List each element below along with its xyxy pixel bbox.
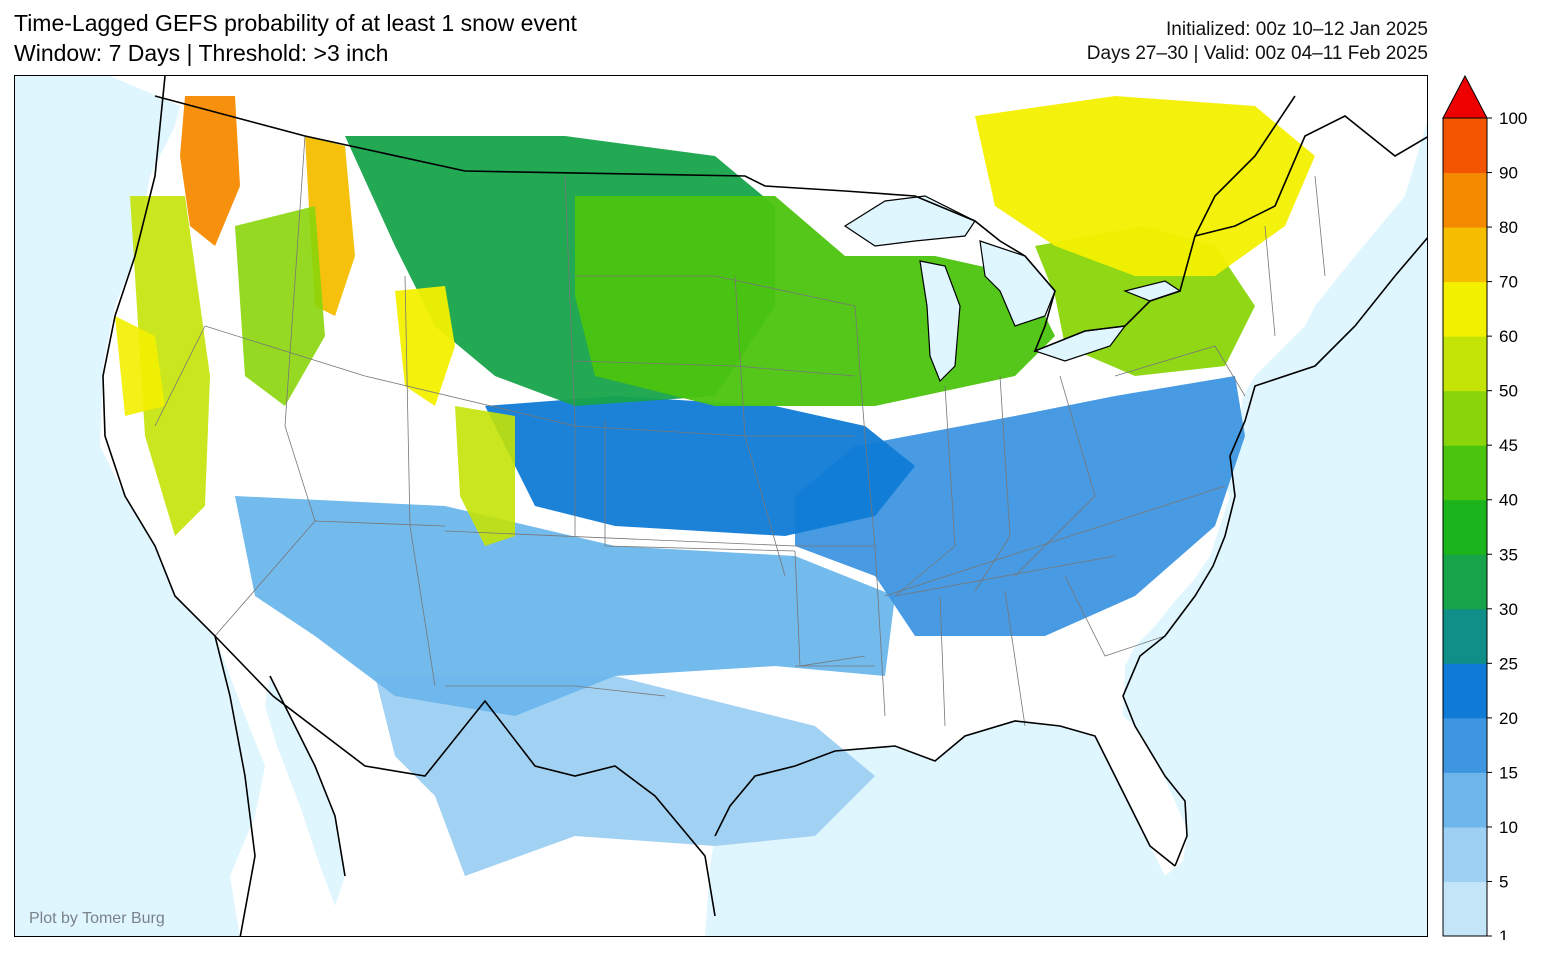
colorbar-tick-label: 70 bbox=[1499, 273, 1518, 292]
probability-streak bbox=[130, 196, 210, 536]
colorbar-tick-label: 45 bbox=[1499, 436, 1518, 455]
title-line-1: Time-Lagged GEFS probability of at least… bbox=[14, 10, 577, 36]
probability-region bbox=[795, 376, 1245, 636]
colorbar-segment bbox=[1443, 881, 1487, 937]
colorbar-tick-label: 20 bbox=[1499, 709, 1518, 728]
colorbar-segment bbox=[1443, 663, 1487, 719]
colorbar-extend-triangle bbox=[1442, 74, 1488, 119]
colorbar-segment bbox=[1443, 390, 1487, 446]
colorbar-segment bbox=[1443, 118, 1487, 174]
colorbar-tick-label: 100 bbox=[1499, 109, 1527, 128]
probability-streak bbox=[235, 206, 325, 406]
colorbar-tick-label: 50 bbox=[1499, 382, 1518, 401]
colorbar-segment bbox=[1443, 336, 1487, 392]
lake-superior bbox=[843, 195, 976, 247]
map-canvas bbox=[100, 76, 1427, 936]
probability-region bbox=[375, 676, 875, 876]
probability-region bbox=[975, 96, 1315, 276]
probability-region bbox=[180, 96, 240, 246]
colorbar-tick-label: 35 bbox=[1499, 545, 1518, 564]
colorbar-segment bbox=[1443, 499, 1487, 555]
probability-streak bbox=[115, 316, 165, 416]
probability-region bbox=[395, 286, 455, 406]
probability-region bbox=[235, 496, 895, 716]
valid-text: Days 27–30 | Valid: 00z 04–11 Feb 2025 bbox=[1086, 43, 1428, 64]
snow-probability-map: Plot by Tomer Burg bbox=[14, 75, 1428, 937]
colorbar-tick-label: 30 bbox=[1499, 600, 1518, 619]
colorbar-tick-label: 60 bbox=[1499, 327, 1518, 346]
country-borders bbox=[102, 76, 1427, 936]
baja-east-coast bbox=[269, 675, 346, 877]
colorbar-tick-label: 10 bbox=[1499, 818, 1518, 837]
canada-border bbox=[154, 95, 1296, 353]
atlantic-coast bbox=[1122, 237, 1427, 867]
colorbar-segment bbox=[1443, 772, 1487, 828]
colorbar-segment bbox=[1443, 172, 1487, 228]
maine-border bbox=[1194, 115, 1427, 237]
colorbar-frame bbox=[1442, 117, 1488, 937]
probability-shading bbox=[115, 96, 1315, 876]
colorbar-tick-label: 90 bbox=[1499, 164, 1518, 183]
colorbar-tick-label: 15 bbox=[1499, 763, 1518, 782]
colorbar-segment bbox=[1443, 826, 1487, 882]
title-line-2: Window: 7 Days | Threshold: >3 inch bbox=[14, 40, 389, 66]
colorbar-segment bbox=[1443, 445, 1487, 501]
colorbar-tick-label: 25 bbox=[1499, 654, 1518, 673]
colorbar-tick-label: 40 bbox=[1499, 491, 1518, 510]
mexico-border bbox=[214, 635, 716, 917]
atlantic bbox=[1127, 238, 1427, 936]
gulf-coast bbox=[714, 720, 1176, 867]
colorbar-tick-label: 80 bbox=[1499, 218, 1518, 237]
initialized-text: Initialized: 00z 10–12 Jan 2025 bbox=[1166, 19, 1428, 40]
lake-michigan bbox=[919, 260, 961, 383]
colorbar-segment bbox=[1443, 281, 1487, 337]
run-info: Initialized: 00z 10–12 Jan 2025 Days 27–… bbox=[1087, 18, 1428, 66]
gulf-of-california bbox=[265, 676, 345, 906]
pacific-coast bbox=[102, 76, 256, 936]
great-lakes bbox=[843, 195, 1182, 383]
credit-text: Plot by Tomer Burg bbox=[29, 910, 165, 927]
state-boundaries bbox=[154, 135, 1326, 727]
map-title: Time-Lagged GEFS probability of at least… bbox=[14, 8, 577, 68]
colorbar-tick-label: 5 bbox=[1499, 872, 1508, 891]
colorbar-segment bbox=[1443, 227, 1487, 283]
colorbar-segment bbox=[1443, 554, 1487, 610]
colorbar-segment bbox=[1443, 608, 1487, 664]
colorbar-tick-label: 1 bbox=[1499, 927, 1508, 940]
colorbar-segment bbox=[1443, 717, 1487, 773]
probability-streak bbox=[455, 406, 515, 546]
probability-region bbox=[485, 396, 915, 536]
